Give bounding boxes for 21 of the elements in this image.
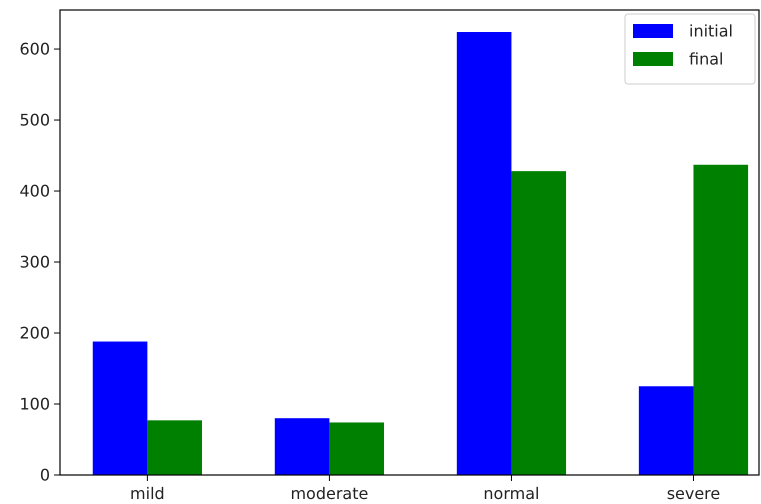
- x-tick-label: normal: [483, 484, 540, 503]
- bar: [147, 420, 202, 475]
- x-tick-label: severe: [666, 484, 720, 503]
- bar: [638, 386, 694, 475]
- bar: [456, 32, 512, 475]
- y-tick-label: 500: [19, 110, 50, 130]
- y-tick-label: 400: [19, 182, 50, 201]
- legend-label: final: [689, 50, 724, 69]
- bar: [511, 171, 566, 475]
- y-tick-label: 200: [19, 324, 50, 343]
- y-tick-label: 300: [19, 252, 50, 272]
- y-tick-label: 600: [19, 40, 50, 59]
- y-tick-label: 100: [19, 394, 50, 414]
- bar: [329, 422, 384, 475]
- bar: [693, 164, 748, 475]
- x-tick-label: mild: [130, 484, 165, 503]
- bar: [92, 342, 148, 475]
- x-tick-label: moderate: [290, 484, 368, 503]
- bar: [274, 418, 330, 475]
- legend-label: initial: [689, 22, 733, 41]
- y-tick-label: 0: [40, 466, 50, 485]
